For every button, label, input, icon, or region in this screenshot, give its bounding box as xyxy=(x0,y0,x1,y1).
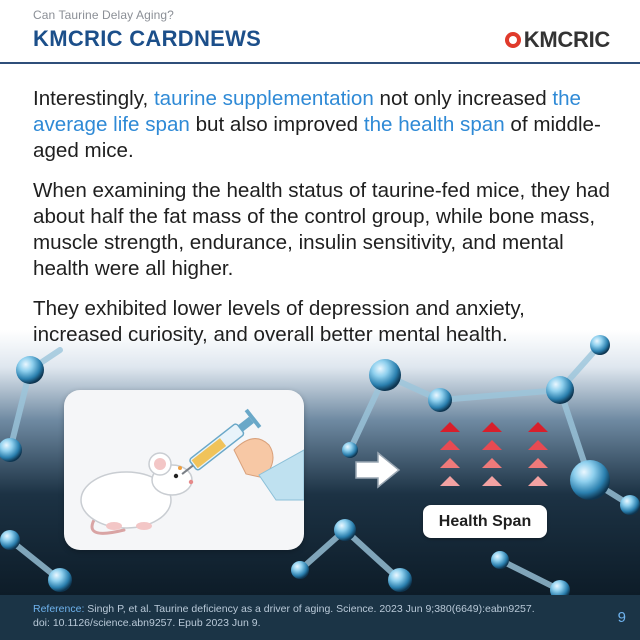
footer: Reference: Singh P, et al. Taurine defic… xyxy=(0,595,640,640)
p1-text-4: of middle-aged mice. xyxy=(33,113,601,162)
reference-line-2: doi: 10.1126/science.abn9257. Epub 2023 … xyxy=(33,617,261,629)
header: Can Taurine Delay Aging? KMCRIC CARDNEWS… xyxy=(0,0,640,64)
p1-highlight-2: the average life span xyxy=(33,87,582,136)
kmcric-logo: KMCRIC xyxy=(504,27,611,53)
page-number: 9 xyxy=(617,609,626,626)
body-text: Interestingly, taurine supplementation n… xyxy=(33,86,613,362)
p1-text-3: but also improved xyxy=(189,113,364,136)
p1-text-2: not only increased xyxy=(373,87,553,110)
p1-highlight-1: taurine supplementation xyxy=(153,87,374,110)
reference-label: Reference: xyxy=(33,603,85,615)
header-divider xyxy=(0,62,640,64)
reference-line-1: Reference: Singh P, et al. Taurine defic… xyxy=(33,603,535,615)
mouse-illustration xyxy=(80,452,194,535)
paragraph-1: Interestingly, taurine supplementation n… xyxy=(33,86,613,164)
health-span-badge: Health Span xyxy=(423,505,547,538)
illustration-card xyxy=(64,390,304,550)
paragraph-3: They exhibited lower levels of depressio… xyxy=(33,297,525,346)
molecule-background xyxy=(0,330,640,595)
syringe-illustration xyxy=(178,408,304,501)
paragraph-2: When examining the health status of taur… xyxy=(33,179,610,280)
logo-text: KMCRIC xyxy=(523,27,611,52)
up-triangle-icon xyxy=(440,422,548,486)
arrow-right-icon xyxy=(354,450,402,495)
p1-highlight-3: the health span xyxy=(363,113,505,136)
p1-text-1: Interestingly, xyxy=(33,87,154,110)
reference-citation: Singh P, et al. Taurine deficiency as a … xyxy=(84,603,535,615)
series-title: KMCRIC CARDNEWS xyxy=(33,26,262,51)
increase-triangles xyxy=(430,418,560,498)
molecule-graphic xyxy=(0,335,640,595)
logo-circle-icon xyxy=(504,32,521,48)
kicker-title: Can Taurine Delay Aging? xyxy=(33,8,174,22)
